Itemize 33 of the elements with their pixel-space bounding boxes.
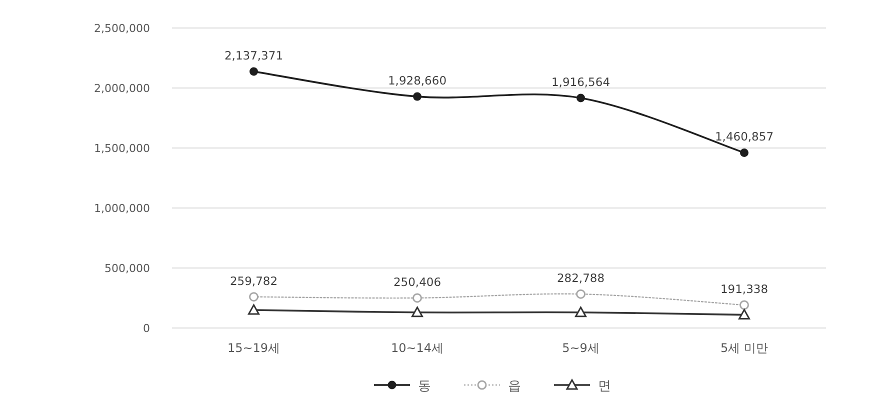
y-tick-label: 1,500,000 [94, 142, 150, 155]
point [248, 304, 260, 315]
point [249, 292, 258, 302]
y-tick-label: 0 [143, 322, 150, 335]
data-label: 1,460,857 [714, 130, 774, 144]
point [412, 306, 423, 318]
point [250, 67, 258, 76]
legend-label: 읍 [508, 379, 521, 394]
point [740, 148, 748, 157]
y-tick-label: 2,500,000 [94, 22, 150, 35]
x-tick-label: 5~9세 [562, 341, 600, 355]
y-tick-label: 1,000,000 [94, 202, 150, 215]
data-label: 250,406 [393, 274, 442, 289]
x-tick-label: 10~14세 [390, 341, 444, 355]
legend-label: 동 [418, 379, 431, 394]
legend-label: 면 [598, 379, 611, 394]
y-tick-label: 500,000 [104, 262, 150, 275]
point [740, 300, 749, 310]
data-label: 1,916,564 [551, 75, 610, 90]
x-tick-label: 15~19세 [227, 341, 280, 355]
point [575, 306, 586, 318]
point [412, 293, 422, 303]
x-tick-label: 5세 미만 [720, 341, 768, 355]
point [738, 309, 750, 320]
data-label: 282,788 [556, 271, 605, 286]
data-label: 2,137,371 [224, 48, 284, 63]
data-label: 259,782 [230, 274, 278, 288]
data-label: 1,928,660 [388, 74, 447, 88]
point [413, 92, 422, 101]
data-label: 191,338 [720, 282, 768, 296]
point [576, 289, 586, 299]
y-tick-label: 2,000,000 [94, 82, 150, 95]
point [576, 94, 585, 102]
